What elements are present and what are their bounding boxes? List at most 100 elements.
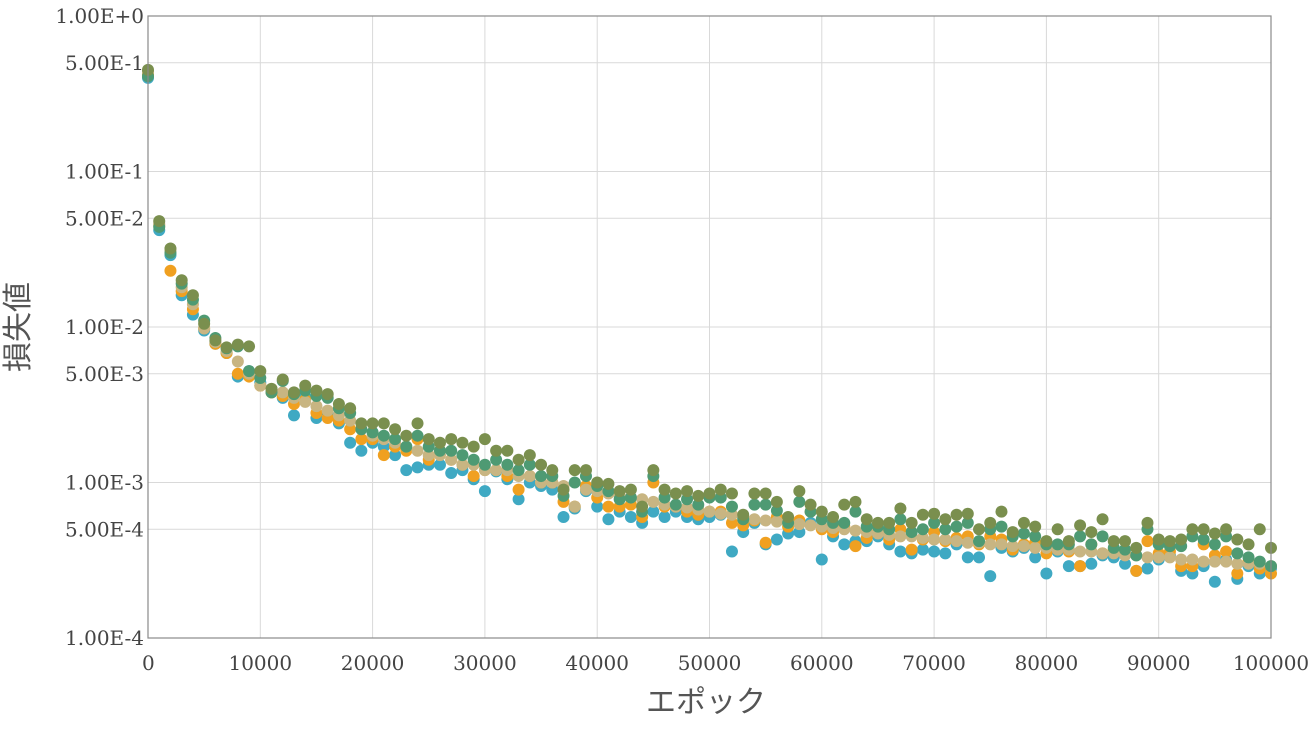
- data-point: [557, 510, 570, 523]
- data-point: [490, 444, 503, 457]
- data-point: [299, 395, 312, 408]
- data-point: [804, 498, 817, 511]
- data-point: [1062, 535, 1075, 548]
- data-point: [366, 417, 379, 430]
- y-tick-label: 5.00E-1: [65, 51, 144, 75]
- data-point: [1220, 545, 1233, 558]
- data-point: [995, 520, 1008, 533]
- data-point: [1208, 575, 1221, 588]
- data-point: [860, 513, 873, 526]
- data-point: [714, 483, 727, 496]
- data-point: [1220, 555, 1233, 568]
- data-point: [467, 453, 480, 466]
- data-point: [579, 464, 592, 477]
- data-point: [770, 515, 783, 528]
- data-point: [535, 458, 548, 471]
- data-point: [209, 334, 222, 347]
- data-point: [950, 535, 963, 548]
- data-point: [681, 485, 694, 498]
- data-point: [928, 533, 941, 546]
- data-point: [1119, 557, 1132, 570]
- data-point: [905, 516, 918, 529]
- data-point: [681, 501, 694, 514]
- data-point: [1085, 538, 1098, 551]
- data-point: [1074, 545, 1087, 558]
- data-point: [928, 507, 941, 520]
- data-point: [984, 570, 997, 583]
- data-point: [377, 429, 390, 442]
- data-point: [231, 355, 244, 368]
- data-point: [602, 500, 615, 513]
- data-point: [1208, 538, 1221, 551]
- data-point: [995, 538, 1008, 551]
- data-point: [647, 505, 660, 518]
- data-point: [1085, 526, 1098, 539]
- data-point: [591, 500, 604, 513]
- data-point: [456, 458, 469, 471]
- x-tick-label: 90000: [1127, 651, 1191, 675]
- data-point: [411, 461, 424, 474]
- x-tick-label: 100000: [1233, 651, 1309, 675]
- data-point: [669, 487, 682, 500]
- data-point: [950, 508, 963, 521]
- plot-frame: [147, 15, 1272, 639]
- data-point: [827, 510, 840, 523]
- data-point: [1253, 555, 1266, 568]
- data-point: [647, 495, 660, 508]
- data-point: [422, 433, 435, 446]
- data-point: [1175, 553, 1188, 566]
- data-point: [1231, 557, 1244, 570]
- x-tick-label: 30000: [453, 651, 517, 675]
- data-point: [759, 536, 772, 549]
- data-point: [445, 453, 458, 466]
- data-point: [366, 426, 379, 439]
- data-point: [265, 382, 278, 395]
- data-point: [535, 470, 548, 483]
- data-point: [445, 444, 458, 457]
- data-point: [186, 289, 199, 302]
- data-point: [849, 505, 862, 518]
- data-point: [557, 483, 570, 496]
- y-tick-label: 1.00E-2: [65, 315, 144, 339]
- data-point: [838, 516, 851, 529]
- data-point: [973, 523, 986, 536]
- data-point: [1029, 530, 1042, 543]
- data-point: [1163, 551, 1176, 564]
- data-point: [1107, 535, 1120, 548]
- data-point: [344, 402, 357, 415]
- data-point: [658, 510, 671, 523]
- data-point: [411, 444, 424, 457]
- data-point: [568, 500, 581, 513]
- data-point: [445, 433, 458, 446]
- data-point: [759, 514, 772, 527]
- data-point: [344, 423, 357, 436]
- data-point: [1096, 547, 1109, 560]
- data-point: [725, 500, 738, 513]
- data-point: [669, 498, 682, 511]
- data-point: [400, 440, 413, 453]
- data-point: [1096, 513, 1109, 526]
- data-point: [512, 493, 525, 506]
- data-point: [928, 545, 941, 558]
- data-point: [389, 449, 402, 462]
- data-point: [1074, 519, 1087, 532]
- data-point: [456, 436, 469, 449]
- data-point: [905, 543, 918, 556]
- data-point: [276, 373, 289, 386]
- x-tick-label: 40000: [565, 651, 629, 675]
- data-point: [950, 520, 963, 533]
- data-point: [243, 365, 256, 378]
- data-point: [602, 513, 615, 526]
- data-point: [355, 433, 368, 446]
- x-tick-label: 80000: [1015, 651, 1079, 675]
- data-point: [759, 487, 772, 500]
- data-point: [1231, 547, 1244, 560]
- data-point: [849, 495, 862, 508]
- data-point: [961, 536, 974, 549]
- data-point: [164, 242, 177, 255]
- y-axis-title: 損失値: [1, 282, 36, 372]
- data-point: [770, 495, 783, 508]
- data-point: [838, 538, 851, 551]
- data-point: [1141, 516, 1154, 529]
- data-point: [501, 458, 514, 471]
